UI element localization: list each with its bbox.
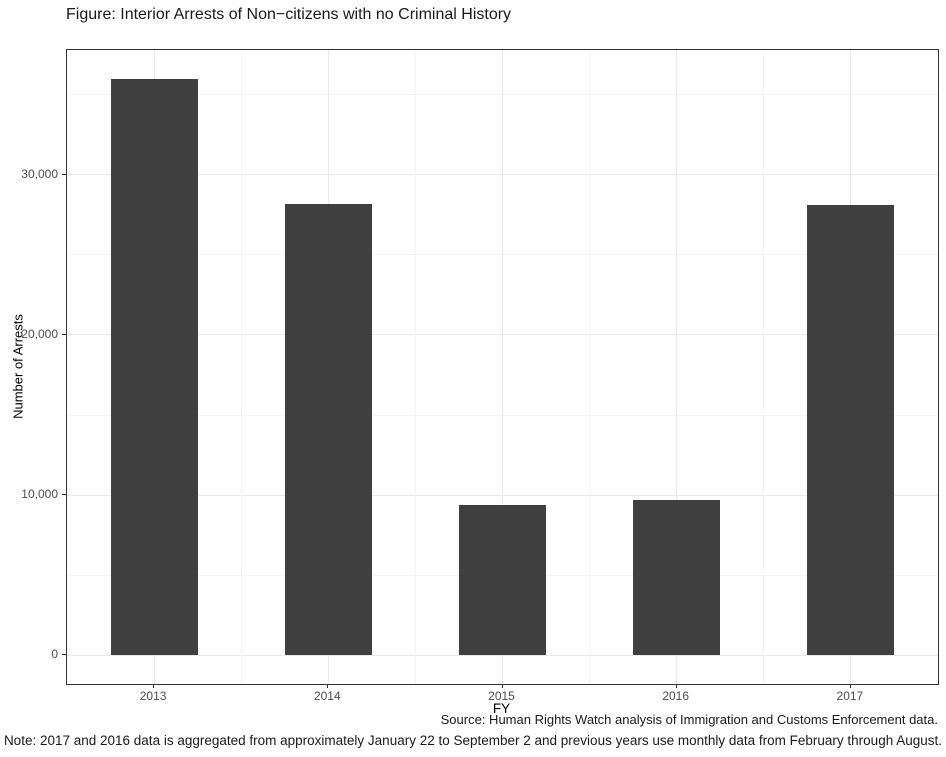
- y-tick: [62, 654, 66, 656]
- note-caption: Note: 2017 and 2016 data is aggregated f…: [3, 733, 942, 748]
- x-tick-label: 2014: [313, 689, 341, 703]
- x-tick-label: 2013: [139, 689, 167, 703]
- x-tick: [153, 684, 155, 688]
- gridline-minor-v: [414, 50, 416, 684]
- y-tick: [62, 494, 66, 496]
- chart-title: Figure: Interior Arrests of Non−citizens…: [66, 6, 512, 23]
- x-tick-label: 2017: [836, 689, 864, 703]
- bar-2016: [633, 499, 721, 656]
- bar-2014: [284, 203, 372, 656]
- gridline-minor-v: [589, 50, 591, 684]
- y-tick: [62, 173, 66, 175]
- gridline-major-v: [502, 50, 503, 684]
- bar-2013: [110, 78, 198, 656]
- y-tick: [62, 333, 66, 335]
- plot-panel: [66, 49, 939, 685]
- x-tick: [501, 684, 503, 688]
- bar-2015: [458, 504, 547, 656]
- y-axis-title: Number of Arrests: [10, 314, 26, 419]
- gridline-minor-v: [763, 50, 765, 684]
- x-tick: [849, 684, 851, 688]
- x-tick-label: 2015: [488, 689, 515, 703]
- source-caption: Source: Human Rights Watch analysis of I…: [440, 712, 938, 727]
- x-axis-title: FY: [492, 701, 511, 716]
- y-tick-label: 20,000: [21, 326, 58, 341]
- x-tick: [675, 684, 677, 688]
- x-tick-label: 2016: [662, 689, 690, 703]
- y-tick-label: 30,000: [21, 166, 58, 181]
- y-tick-label: 0: [51, 647, 58, 662]
- x-tick: [327, 684, 329, 688]
- gridline-minor-v: [240, 50, 242, 684]
- y-tick-label: 10,000: [21, 487, 58, 502]
- bar-2017: [807, 205, 895, 656]
- gridline-major-v: [676, 50, 678, 684]
